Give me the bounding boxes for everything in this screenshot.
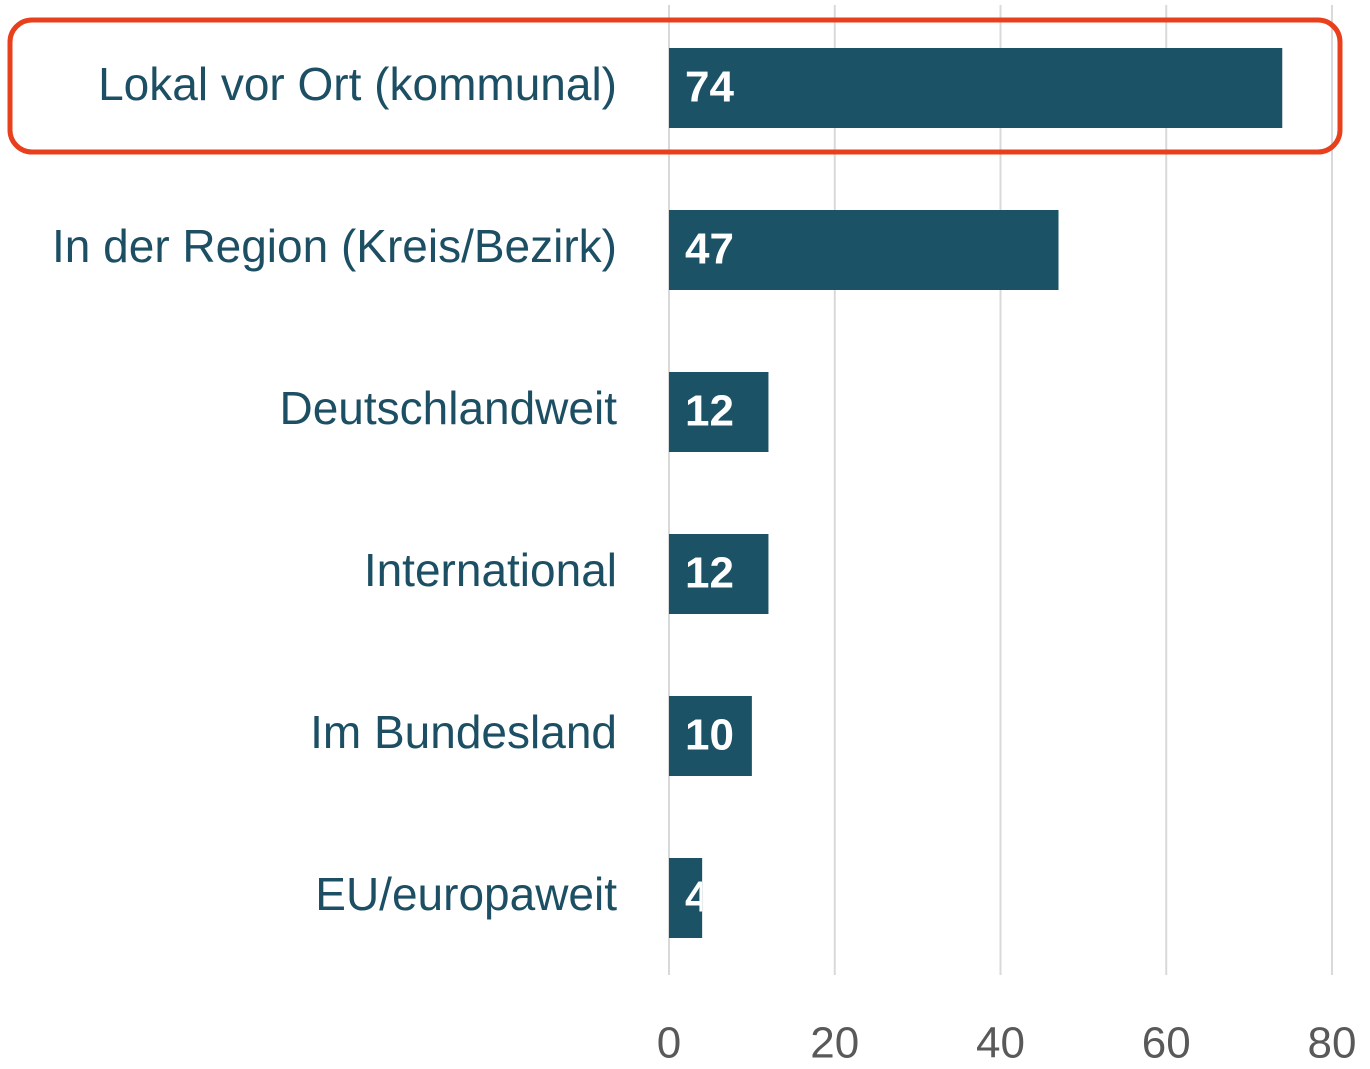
data-label: 10 [685,711,734,760]
data-label: 12 [685,549,734,598]
y-tick-label: International [364,544,617,596]
x-tick-label: 20 [810,1019,859,1068]
y-tick-label: EU/europaweit [315,868,617,920]
bar [669,858,703,938]
x-tick-label: 60 [1142,1019,1191,1068]
highlight-box [7,17,1343,155]
x-tick-label: 40 [976,1019,1025,1068]
y-tick-label: Im Bundesland [310,706,617,758]
y-tick-label: Deutschlandweit [279,382,617,434]
y-tick-label: Lokal vor Ort (kommunal) [98,58,617,110]
data-label: 74 [685,63,734,112]
bar [669,48,1283,128]
bar [669,696,752,776]
bar [669,534,769,614]
bar [669,210,1059,290]
bar [669,372,769,452]
x-tick-label: 0 [657,1019,681,1068]
x-tick-label: 80 [1308,1019,1357,1068]
data-label: 4 [685,873,710,922]
y-tick-label: In der Region (Kreis/Bezirk) [52,220,617,272]
data-label: 47 [685,225,734,274]
data-label: 12 [685,387,734,436]
